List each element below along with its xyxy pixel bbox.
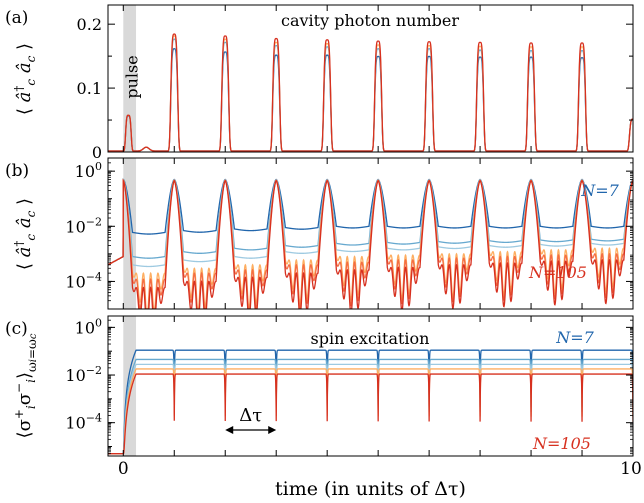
panel-label: (c)	[5, 319, 28, 339]
pulse-annotation: pulse	[123, 55, 142, 98]
series-line-1	[108, 358, 633, 455]
series-line-0	[108, 48, 633, 152]
series-label-top: N=7	[555, 328, 594, 347]
label-part: ⟨	[14, 257, 35, 270]
tick-exp: −2	[86, 364, 102, 377]
label-part: σ	[14, 393, 35, 405]
label-part: c	[24, 210, 38, 217]
y-tick-label: 10−4	[65, 270, 102, 291]
label-part: â	[14, 92, 35, 103]
y-tick-label: 0	[92, 143, 102, 162]
panel-a: 0 0.1 0.2 (a) cavity photon number pulse	[5, 4, 634, 162]
y-tick-label: 100	[75, 316, 102, 337]
label-part: ⟨σ	[14, 419, 35, 438]
interval-arrowhead-right	[268, 426, 277, 434]
series-label-bottom: N=105	[532, 434, 591, 453]
panel-title: spin excitation	[311, 329, 430, 348]
y-axis-label-a: ⟨ â†c âc ⟩	[12, 43, 38, 115]
series-line-3	[108, 33, 633, 152]
label-part: c	[28, 333, 39, 339]
interval-label: Δτ	[239, 405, 262, 426]
label-part: â	[14, 247, 35, 258]
axes-frame	[107, 315, 634, 457]
label-part: i	[28, 359, 39, 362]
label-part: c	[24, 79, 38, 86]
tick-base: 10	[65, 272, 85, 291]
tick-base: 10	[65, 414, 85, 433]
label-part: i	[24, 379, 38, 383]
y-tick-label: 10−2	[65, 215, 102, 236]
plot-area	[108, 33, 633, 152]
tick-exp: −2	[86, 215, 102, 228]
series-line-5	[108, 178, 633, 309]
y-axis-label-b: ⟨ â†c âc ⟩	[12, 198, 38, 270]
series-label-bottom: N=105	[528, 263, 587, 282]
label-part: †	[12, 241, 26, 247]
label-part: ⟩	[14, 198, 35, 211]
label-part: â	[14, 217, 35, 233]
series-line-3	[108, 368, 633, 455]
y-tick-label: 10−4	[65, 412, 102, 433]
tick-base: 10	[65, 217, 85, 236]
series-line-0	[108, 349, 633, 455]
label-part: c	[24, 234, 38, 241]
tick-base: 10	[75, 162, 95, 181]
tick-base: 10	[65, 366, 85, 385]
x-axis-label: time (in units of Δτ)	[275, 478, 466, 500]
series-line-2	[108, 35, 633, 152]
series-line-0	[108, 178, 633, 266]
interval-arrowhead-left	[225, 426, 234, 434]
tick-exp: 0	[95, 160, 102, 173]
tick-exp: 0	[95, 316, 102, 329]
panel-title: cavity photon number	[281, 11, 459, 30]
label-part: ω	[25, 362, 39, 372]
y-tick-label: 100	[75, 160, 102, 181]
tick-exp: −4	[86, 270, 102, 283]
label-part: ⟩	[14, 372, 35, 379]
label-part: â	[14, 62, 35, 78]
axes-frame	[107, 4, 634, 153]
plot-area	[108, 178, 633, 309]
y-axis-label-c: ⟨σ+iσ−i⟩ωi=ωc	[12, 333, 39, 438]
tick-exp: −4	[86, 412, 102, 425]
label-part: †	[12, 86, 26, 92]
label-part: −	[12, 383, 26, 393]
label-part: i	[24, 405, 38, 409]
pulse-shading	[123, 5, 137, 152]
x-tick-label-10: 10	[620, 459, 642, 479]
tick-base: 10	[75, 318, 95, 337]
series-line-4	[108, 373, 633, 455]
axes-frame	[107, 157, 634, 310]
panel-label: (b)	[5, 161, 29, 181]
plot-area	[108, 349, 633, 455]
label-part: c	[24, 55, 38, 62]
label-part: +	[12, 409, 26, 419]
series-line-1	[108, 38, 633, 152]
series-line-2	[108, 363, 633, 455]
x-tick-label-0: 0	[118, 459, 129, 479]
y-tick-label: 0.2	[77, 15, 102, 34]
label-part: ⟩	[14, 43, 35, 56]
label-part: ⟨	[14, 102, 35, 115]
panel-label: (a)	[5, 8, 28, 28]
series-label-top: N=7	[580, 181, 619, 200]
label-part: =ω	[25, 339, 39, 359]
y-tick-label: 0.1	[77, 79, 102, 98]
y-tick-label: 10−2	[65, 364, 102, 385]
